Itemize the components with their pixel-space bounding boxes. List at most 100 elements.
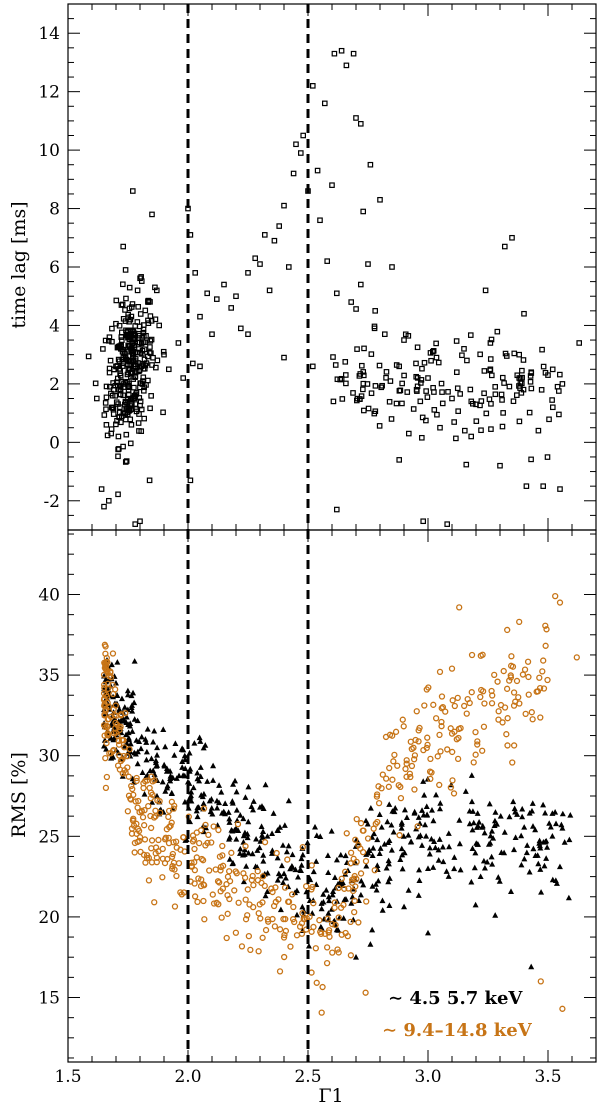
data-point-circle [245, 932, 253, 940]
y-tick-label: 15 [38, 989, 60, 1009]
data-point-square [146, 477, 153, 484]
data-point-circle [151, 899, 158, 906]
data-point-circle [373, 791, 381, 798]
data-point-circle [205, 831, 212, 839]
data-point-triangle [204, 778, 211, 784]
y-axis-title-bottom: RMS [%] [8, 752, 30, 838]
data-point-square [513, 392, 520, 398]
data-point-circle [257, 915, 264, 922]
data-point-circle [171, 903, 179, 910]
data-point-circle [474, 741, 481, 748]
data-point-square [109, 392, 116, 399]
data-point-circle [347, 918, 354, 926]
data-point-square [204, 290, 211, 297]
data-point-triangle [206, 797, 213, 804]
data-point-circle [173, 844, 180, 851]
data-point-triangle [283, 848, 290, 855]
data-point-triangle [556, 863, 563, 870]
data-point-square [459, 352, 465, 359]
data-point-circle [451, 702, 458, 710]
data-point-triangle [392, 804, 399, 811]
data-point-square [119, 363, 126, 369]
data-point-triangle [250, 806, 257, 813]
data-point-triangle [567, 812, 574, 818]
data-point-square [360, 208, 367, 215]
data-point-triangle [369, 926, 376, 933]
data-point-triangle [237, 812, 244, 818]
data-point-triangle [388, 847, 395, 853]
data-point-triangle [250, 798, 257, 804]
data-point-circle [133, 774, 140, 782]
data-point-triangle [229, 798, 236, 804]
data-point-square [197, 313, 203, 320]
data-point-square [425, 375, 431, 381]
data-point-triangle [398, 825, 405, 831]
data-point-circle [289, 916, 297, 923]
data-point-square [377, 196, 383, 203]
data-point-circle [407, 773, 414, 781]
data-point-square [348, 299, 355, 305]
data-point-triangle [558, 821, 565, 828]
data-point-circle [150, 814, 158, 821]
data-point-circle [489, 692, 496, 699]
data-point-square [118, 302, 125, 308]
data-point-square [516, 351, 523, 358]
data-point-circle [400, 723, 407, 730]
data-point-square [435, 359, 442, 366]
data-point-square [418, 380, 424, 386]
data-point-triangle [388, 821, 395, 828]
data-point-triangle [202, 742, 209, 748]
data-point-circle [522, 710, 529, 718]
data-point-circle [161, 836, 169, 843]
data-point-square [498, 391, 505, 398]
data-point-triangle [281, 822, 288, 828]
data-point-triangle [101, 737, 108, 743]
data-point-circle [402, 765, 409, 773]
data-point-circle [491, 671, 498, 679]
data-point-square [454, 385, 461, 392]
data-point-square [166, 366, 172, 373]
data-point-triangle [183, 836, 190, 843]
data-point-square [110, 380, 116, 386]
data-point-square [386, 398, 393, 405]
data-point-square [517, 385, 523, 391]
data-point-circle [154, 797, 161, 804]
data-point-circle [411, 752, 419, 759]
data-point-triangle [144, 726, 151, 732]
data-point-circle [426, 768, 434, 775]
data-point-circle [216, 879, 223, 886]
data-point-circle [306, 913, 313, 920]
data-point-triangle [264, 869, 271, 876]
data-point-square [358, 121, 364, 127]
data-point-triangle [168, 790, 175, 796]
data-point-circle [463, 710, 470, 717]
data-point-square [197, 363, 203, 370]
data-point-triangle [163, 768, 170, 774]
data-point-circle [129, 817, 137, 824]
data-point-triangle [506, 813, 513, 820]
data-point-circle [552, 592, 559, 600]
data-point-square [137, 518, 143, 525]
data-point-circle [362, 989, 369, 996]
data-point-circle [335, 884, 342, 892]
data-point-triangle [214, 804, 221, 811]
data-point-circle [102, 708, 109, 715]
data-point-square [454, 369, 460, 376]
data-point-circle [268, 885, 275, 892]
data-point-triangle [358, 877, 365, 884]
data-point-circle [102, 784, 110, 792]
data-point-circle [470, 759, 477, 766]
data-point-circle [131, 849, 138, 856]
data-point-circle [414, 823, 421, 830]
data-point-circle [122, 769, 129, 776]
data-point-triangle [484, 858, 491, 865]
data-point-circle [141, 807, 148, 814]
data-point-triangle [501, 829, 508, 835]
data-point-square [549, 404, 556, 411]
data-point-square [125, 391, 132, 398]
data-point-square [130, 188, 136, 194]
data-point-triangle [423, 833, 430, 839]
data-point-circle [165, 839, 173, 847]
data-point-triangle [348, 900, 355, 906]
data-point-triangle [543, 837, 550, 844]
